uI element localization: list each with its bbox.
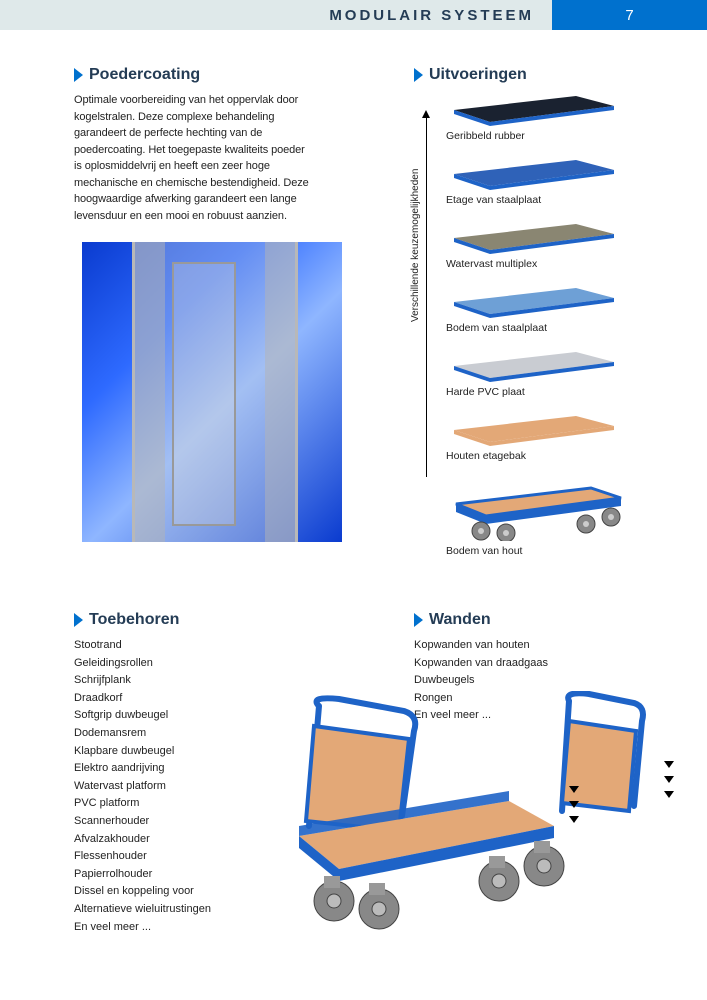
page-header: MODULAIR SYSTEEM 7	[0, 0, 707, 30]
list-item: Kopwanden van draadgaas	[414, 655, 667, 673]
list-item: Duwbeugels	[414, 672, 667, 690]
platform-label: Etage van staalplaat	[446, 194, 657, 206]
list-item: Schrijfplank	[74, 672, 274, 690]
list-item: Klapbare duwbeugel	[74, 743, 274, 761]
list-item: Afvalzakhouder	[74, 831, 274, 849]
cart-icon	[446, 476, 631, 541]
platform-icon	[446, 220, 621, 254]
poedercoating-text: Optimale voorbereiding van het oppervlak…	[74, 92, 314, 224]
list-item: Papierrolhouder	[74, 866, 274, 884]
platform-item: Houten etagebak	[446, 412, 657, 462]
triangle-down-icon	[569, 801, 579, 808]
platform-label: Houten etagebak	[446, 450, 657, 462]
toebehoren-list: StootrandGeleidingsrollenSchrijfplankDra…	[74, 637, 274, 936]
list-item: Stootrand	[74, 637, 274, 655]
vertical-axis-label: Verschillende keuzemogelijkheden	[410, 169, 421, 322]
platform-item: Etage van staalplaat	[446, 156, 657, 206]
list-item: Draadkorf	[74, 690, 274, 708]
list-item: Scannerhouder	[74, 813, 274, 831]
section-title-poedercoating: Poedercoating	[74, 66, 374, 84]
chevron-right-icon	[414, 613, 423, 627]
page-number-box: 7	[552, 0, 707, 30]
platform-item: Bodem van staalplaat	[446, 284, 657, 334]
triangle-down-icon	[664, 761, 674, 768]
platform-label: Geribbeld rubber	[446, 130, 657, 142]
platform-icon	[446, 92, 621, 126]
list-item: Flessenhouder	[74, 848, 274, 866]
heading-wanden: Wanden	[429, 611, 491, 629]
chevron-right-icon	[414, 68, 423, 82]
header-title: MODULAIR SYSTEEM	[329, 7, 534, 24]
list-item: Geleidingsrollen	[74, 655, 274, 673]
section-title-wanden: Wanden	[414, 611, 667, 629]
platform-icon	[446, 284, 621, 318]
list-item: Elektro aandrijving	[74, 760, 274, 778]
heading-toebehoren: Toebehoren	[89, 611, 179, 629]
heading-poedercoating: Poedercoating	[89, 66, 200, 84]
section-title-toebehoren: Toebehoren	[74, 611, 274, 629]
platform-item: Harde PVC plaat	[446, 348, 657, 398]
section-title-uitvoeringen: Uitvoeringen	[414, 66, 657, 84]
triangle-down-icon	[664, 791, 674, 798]
header-title-bar: MODULAIR SYSTEEM	[0, 0, 552, 30]
list-item: En veel meer ...	[74, 919, 274, 937]
list-item: Softgrip duwbeugel	[74, 707, 274, 725]
uitvoeringen-stack: Verschillende keuzemogelijkheden Geribbe…	[414, 92, 657, 557]
triangle-down-icon	[569, 816, 579, 823]
platform-item: Watervast multiplex	[446, 220, 657, 270]
platform-item: Geribbeld rubber	[446, 92, 657, 142]
triangle-down-icon	[664, 776, 674, 783]
platform-icon	[446, 412, 621, 446]
heading-uitvoeringen: Uitvoeringen	[429, 66, 527, 84]
list-item: Watervast platform	[74, 778, 274, 796]
platform-label: Watervast multiplex	[446, 258, 657, 270]
list-item: PVC platform	[74, 795, 274, 813]
chevron-right-icon	[74, 68, 83, 82]
platform-label: Bodem van staalplaat	[446, 322, 657, 334]
list-item: Dodemansrem	[74, 725, 274, 743]
platform-label: Harde PVC plaat	[446, 386, 657, 398]
chevron-right-icon	[74, 613, 83, 627]
platform-cart: Bodem van hout	[446, 476, 657, 557]
list-item: Kopwanden van houten	[414, 637, 667, 655]
arrow-line	[426, 116, 427, 477]
platform-label-cart: Bodem van hout	[446, 545, 657, 557]
platform-icon	[446, 156, 621, 190]
large-cart-illustration	[264, 691, 654, 941]
poedercoating-image	[82, 242, 342, 542]
triangle-down-icon	[569, 786, 579, 793]
list-item: Dissel en koppeling voor	[74, 883, 274, 901]
page-number: 7	[625, 7, 633, 24]
list-item: Alternatieve wieluitrustingen	[74, 901, 274, 919]
platform-icon	[446, 348, 621, 382]
